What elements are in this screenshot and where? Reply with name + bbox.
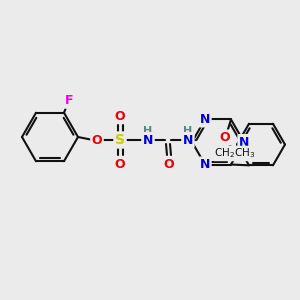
Text: H: H bbox=[183, 126, 193, 136]
Text: $\mathregular{CH_2CH_3}$: $\mathregular{CH_2CH_3}$ bbox=[214, 147, 256, 160]
Text: N: N bbox=[200, 158, 210, 171]
Text: O: O bbox=[164, 158, 174, 170]
Text: O: O bbox=[92, 134, 102, 146]
Text: O: O bbox=[115, 110, 125, 122]
Text: O: O bbox=[220, 131, 230, 144]
Text: N: N bbox=[183, 134, 193, 146]
Text: N: N bbox=[239, 136, 249, 148]
Text: O: O bbox=[115, 158, 125, 170]
Text: H: H bbox=[143, 126, 153, 136]
Text: N: N bbox=[143, 134, 153, 146]
Text: F: F bbox=[65, 94, 73, 107]
Text: S: S bbox=[115, 133, 125, 147]
Text: N: N bbox=[200, 113, 210, 126]
